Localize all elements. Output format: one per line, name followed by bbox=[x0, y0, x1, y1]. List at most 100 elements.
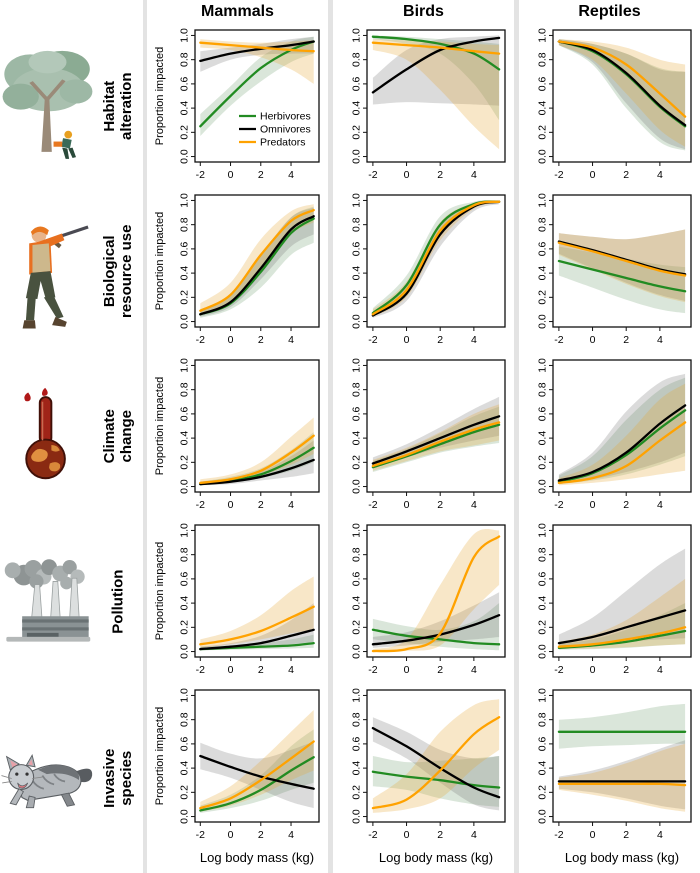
svg-text:0.2: 0.2 bbox=[179, 290, 191, 305]
svg-text:2: 2 bbox=[258, 664, 264, 676]
svg-text:1.0: 1.0 bbox=[351, 688, 363, 703]
svg-text:0.4: 0.4 bbox=[537, 761, 549, 776]
svg-text:0.0: 0.0 bbox=[537, 314, 549, 329]
svg-text:0.8: 0.8 bbox=[351, 547, 363, 562]
svg-text:2: 2 bbox=[623, 664, 629, 676]
svg-text:0.2: 0.2 bbox=[179, 785, 191, 800]
svg-text:0.8: 0.8 bbox=[351, 382, 363, 397]
svg-text:0.8: 0.8 bbox=[179, 382, 191, 397]
svg-text:4: 4 bbox=[288, 169, 294, 181]
svg-text:2: 2 bbox=[258, 169, 264, 181]
svg-text:0.6: 0.6 bbox=[537, 736, 549, 751]
svg-text:-2: -2 bbox=[368, 829, 377, 841]
svg-text:1.0: 1.0 bbox=[351, 358, 363, 373]
svg-text:0.6: 0.6 bbox=[179, 241, 191, 256]
panel-pollution-mammals: 0.0 0.2 0.4 0.6 0.8 1.0 -2 0 2 4 Proportion impact… bbox=[147, 519, 328, 684]
threat-row-climate-change: Climate change bbox=[0, 354, 143, 519]
svg-text:0.8: 0.8 bbox=[537, 382, 549, 397]
svg-text:1.0: 1.0 bbox=[537, 358, 549, 373]
svg-text:1.0: 1.0 bbox=[179, 523, 191, 538]
thermometer-globe-icon bbox=[0, 374, 95, 499]
svg-text:Omnivores: Omnivores bbox=[260, 124, 311, 136]
svg-text:0.6: 0.6 bbox=[179, 571, 191, 586]
row-label-invasive-species: Invasive species bbox=[100, 748, 135, 809]
svg-text:Log body mass (kg): Log body mass (kg) bbox=[379, 850, 493, 865]
svg-text:0.6: 0.6 bbox=[351, 736, 363, 751]
svg-text:0.2: 0.2 bbox=[351, 785, 363, 800]
svg-text:0.8: 0.8 bbox=[179, 52, 191, 67]
svg-text:0.0: 0.0 bbox=[179, 314, 191, 329]
svg-text:0.2: 0.2 bbox=[537, 125, 549, 140]
svg-text:2: 2 bbox=[437, 169, 443, 181]
svg-text:0.4: 0.4 bbox=[351, 431, 363, 446]
factory-smoke-icon bbox=[0, 542, 95, 662]
logging-tree-icon bbox=[0, 37, 95, 177]
cat-icon bbox=[0, 731, 95, 826]
svg-text:0: 0 bbox=[228, 334, 234, 346]
svg-text:0.8: 0.8 bbox=[351, 712, 363, 727]
panel-biological-resource-use-mammals: 0.0 0.2 0.4 0.6 0.8 1.0 -2 0 2 4 Proportion impact… bbox=[147, 189, 328, 354]
svg-text:4: 4 bbox=[657, 664, 663, 676]
svg-text:0.6: 0.6 bbox=[351, 76, 363, 91]
svg-text:0.8: 0.8 bbox=[537, 712, 549, 727]
svg-text:-2: -2 bbox=[554, 829, 563, 841]
column-title-birds: Birds bbox=[403, 3, 444, 20]
svg-text:0.4: 0.4 bbox=[179, 596, 191, 611]
svg-text:0.0: 0.0 bbox=[351, 314, 363, 329]
panel-habitat-alteration-reptiles: 0.0 0.2 0.4 0.6 0.8 1.0 -2 0 2 4 bbox=[519, 24, 700, 189]
svg-text:1.0: 1.0 bbox=[537, 688, 549, 703]
svg-text:Proportion impacted: Proportion impacted bbox=[154, 47, 166, 145]
panel-habitat-alteration-mammals: 0.0 0.2 0.4 0.6 0.8 1.0 -2 0 2 4 Proportion impact… bbox=[147, 24, 328, 189]
svg-text:0: 0 bbox=[404, 499, 410, 511]
svg-text:1.0: 1.0 bbox=[351, 28, 363, 43]
svg-text:-2: -2 bbox=[368, 499, 377, 511]
svg-text:0.4: 0.4 bbox=[537, 596, 549, 611]
svg-text:0.6: 0.6 bbox=[351, 406, 363, 421]
svg-text:2: 2 bbox=[623, 829, 629, 841]
svg-text:1.0: 1.0 bbox=[351, 523, 363, 538]
svg-text:0.8: 0.8 bbox=[537, 547, 549, 562]
header-spacer bbox=[0, 0, 143, 24]
svg-text:2: 2 bbox=[623, 499, 629, 511]
svg-text:1.0: 1.0 bbox=[179, 193, 191, 208]
svg-text:1.0: 1.0 bbox=[179, 688, 191, 703]
svg-text:0: 0 bbox=[404, 169, 410, 181]
svg-text:0: 0 bbox=[228, 499, 234, 511]
panel-invasive-species-reptiles: 0.0 0.2 0.4 0.6 0.8 1.0 -2 0 2 4 Log body mass (kg… bbox=[519, 684, 700, 873]
svg-text:0: 0 bbox=[228, 664, 234, 676]
svg-text:0: 0 bbox=[590, 334, 596, 346]
svg-text:0.4: 0.4 bbox=[179, 266, 191, 281]
svg-text:0.0: 0.0 bbox=[179, 479, 191, 494]
threat-row-invasive-species: Invasive species bbox=[0, 684, 143, 873]
svg-text:0: 0 bbox=[590, 664, 596, 676]
svg-text:4: 4 bbox=[657, 334, 663, 346]
svg-text:1.0: 1.0 bbox=[537, 28, 549, 43]
svg-text:0.2: 0.2 bbox=[537, 785, 549, 800]
svg-text:Herbivores: Herbivores bbox=[260, 111, 311, 123]
panel-biological-resource-use-reptiles: 0.0 0.2 0.4 0.6 0.8 1.0 -2 0 2 4 bbox=[519, 189, 700, 354]
svg-text:2: 2 bbox=[437, 334, 443, 346]
column-title-reptiles: Reptiles bbox=[578, 3, 641, 20]
svg-text:0.4: 0.4 bbox=[179, 101, 191, 116]
svg-text:0.8: 0.8 bbox=[179, 712, 191, 727]
svg-text:0.0: 0.0 bbox=[537, 644, 549, 659]
hunter-icon bbox=[0, 197, 95, 347]
svg-text:4: 4 bbox=[288, 334, 294, 346]
svg-text:0.2: 0.2 bbox=[351, 290, 363, 305]
svg-text:0.8: 0.8 bbox=[179, 547, 191, 562]
svg-text:0.0: 0.0 bbox=[351, 149, 363, 164]
svg-text:2: 2 bbox=[623, 169, 629, 181]
svg-text:-2: -2 bbox=[554, 499, 563, 511]
svg-text:0.6: 0.6 bbox=[179, 736, 191, 751]
threat-icon-column: Habitat alteration bbox=[0, 0, 143, 873]
svg-text:0.2: 0.2 bbox=[179, 620, 191, 635]
svg-text:4: 4 bbox=[471, 664, 477, 676]
svg-text:0.8: 0.8 bbox=[351, 52, 363, 67]
column-birds: Birds 0.0 0.2 0.4 0.6 0.8 1.0 -2 0 2 4 0.0 0.2 0.4 0… bbox=[333, 0, 514, 873]
panel-invasive-species-mammals: 0.0 0.2 0.4 0.6 0.8 1.0 -2 0 2 4 Proportion impact… bbox=[147, 684, 328, 873]
panel-climate-change-reptiles: 0.0 0.2 0.4 0.6 0.8 1.0 -2 0 2 4 bbox=[519, 354, 700, 519]
svg-text:0: 0 bbox=[228, 829, 234, 841]
svg-text:-2: -2 bbox=[196, 664, 205, 676]
svg-text:0.4: 0.4 bbox=[179, 431, 191, 446]
